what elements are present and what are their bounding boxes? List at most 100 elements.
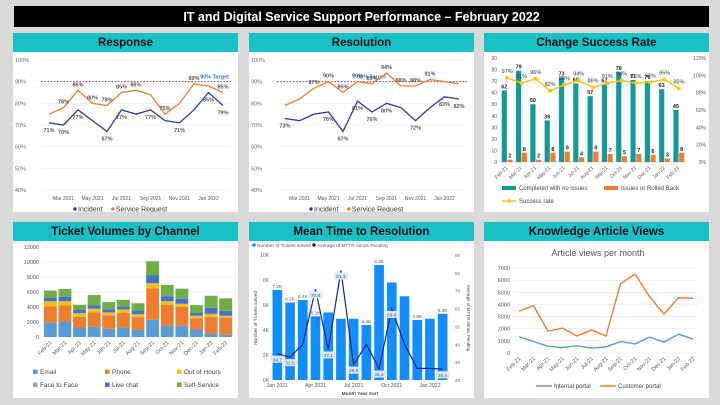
stack-segment-face-to-face [87, 308, 101, 310]
stack-segment-phone [131, 317, 145, 330]
y-tick-label: 3000 [498, 315, 510, 321]
success-rate-label: 91% [602, 74, 613, 80]
x-tick-label: Jan-22 [652, 165, 667, 180]
x-tick-label: Sep 2021 [376, 196, 398, 202]
y-tick-label: 0 [507, 351, 510, 357]
y-tick-label: 40% [251, 188, 262, 194]
line-label: 37.1 [324, 353, 334, 359]
stack-segment-live-chat [175, 298, 189, 304]
data-label: 76% [323, 117, 334, 123]
success-rate-point [676, 86, 681, 91]
bar-label: 6.4K [298, 294, 309, 300]
stack-segment-live-chat [160, 296, 174, 301]
stack-segment-email [102, 328, 116, 337]
stack-segment-self-service [116, 299, 130, 307]
legend-label: Average of MTTR minus Pending [317, 243, 388, 249]
stack-segment-face-to-face [146, 283, 160, 284]
data-label: 91% [424, 72, 435, 78]
bar-label-issues: 4 [580, 151, 584, 157]
y2-axis-title: Average of MTTR minus Pending [466, 285, 471, 352]
x-tick-label: Jan-22 [198, 340, 214, 356]
stack-segment-face-to-face [160, 301, 174, 302]
bar-completed [644, 81, 650, 162]
bar-tickets-solved [386, 282, 397, 380]
data-label: 90% [323, 74, 334, 80]
y-tick-label: 5000 [498, 290, 510, 296]
stack-segment-email [160, 325, 174, 337]
stack-segment-out-of-hours [102, 313, 116, 316]
bar-label-completed: 70 [644, 75, 650, 81]
success-rate-label: 94% [616, 72, 627, 78]
chart-title: Article views per month [551, 248, 644, 258]
legend-marker [33, 382, 38, 387]
stack-segment-face-to-face [190, 315, 203, 317]
bar-issues [664, 158, 670, 162]
data-label: 73% [279, 124, 290, 130]
stack-segment-out-of-hours [204, 314, 218, 318]
x-tick-label: Sep-21 [139, 340, 156, 357]
legend-marker [604, 186, 618, 190]
line-label-bg [333, 272, 348, 280]
line-label: 70.8 [311, 293, 321, 299]
data-label: 77% [72, 115, 83, 121]
bar-label-issues: 3 [666, 153, 669, 159]
y-tick-label: 20 [491, 137, 497, 143]
y-tick-label: 1000 [498, 339, 510, 345]
stack-segment-email [190, 329, 203, 337]
legend-label: Email [40, 369, 57, 376]
bar-tickets-solved [348, 318, 359, 380]
data-label: 83% [439, 102, 450, 108]
stack-segment-self-service [160, 284, 174, 297]
success-rate-label: 91% [630, 74, 641, 80]
x-tick-label: Jan 2022 [419, 383, 440, 389]
stack-segment-live-chat [219, 310, 233, 316]
data-label: 79% [217, 111, 228, 117]
bar-label-completed: 57 [587, 90, 593, 96]
bar-issues [679, 152, 685, 162]
legend-label: Face to Face [40, 382, 78, 389]
y2-tick-label: 80 [455, 271, 461, 276]
knowledge-panel: Knowledge Article Views Article views pe… [484, 222, 709, 398]
y2-tick-label: 40% [696, 125, 707, 131]
y-tick-label: 8K [263, 278, 270, 284]
y2-tick-label: 100% [693, 73, 706, 79]
y-tick-label: 4000 [498, 302, 510, 308]
y-tick-label: 0 [494, 160, 497, 166]
stack-segment-live-chat [58, 296, 72, 301]
legend-marker [309, 207, 313, 211]
data-label: 86% [130, 82, 141, 88]
x-tick-label: Mar 2021 [289, 196, 310, 202]
x-tick-label: Jan 2022 [198, 196, 219, 202]
bar-label-issues: 8 [680, 147, 683, 153]
y2-tick-label: 90 [455, 253, 461, 258]
bar-issues [607, 153, 613, 162]
bar-issues [550, 152, 556, 162]
y-tick-label: 100% [251, 58, 265, 64]
legend-marker [177, 369, 182, 374]
bar-completed [587, 96, 593, 162]
y2-tick-label: 20% [696, 143, 707, 149]
data-label: 89% [366, 76, 377, 82]
x-tick-label: Jul 2021 [348, 196, 367, 202]
stack-segment-live-chat [146, 275, 160, 283]
success-rate-point [548, 88, 553, 93]
bar-label: 6.2K [285, 297, 296, 303]
data-label: 78% [58, 100, 69, 106]
bar-tickets-solved [272, 290, 283, 380]
success-rate-point [619, 78, 624, 83]
success-rate-point [562, 82, 567, 87]
y2-tick-label: 120% [693, 56, 706, 62]
x-tick-label: Nov-21 [168, 340, 185, 357]
data-label: 81% [352, 106, 363, 112]
success-rate-point [591, 85, 595, 90]
y-tick-label: 12000 [24, 245, 39, 251]
bar-label-issues: 2 [508, 154, 511, 160]
bar-label: 7.2K [272, 284, 283, 290]
y2-tick-label: 50 [455, 324, 461, 329]
response-header: Response [13, 33, 238, 52]
y-tick-label: 2K [263, 353, 270, 359]
x-tick-label: Feb-21 [506, 356, 523, 373]
bar-issues [636, 153, 642, 162]
y-tick-label: 10 [491, 148, 497, 154]
y-tick-label: 90% [251, 80, 262, 86]
